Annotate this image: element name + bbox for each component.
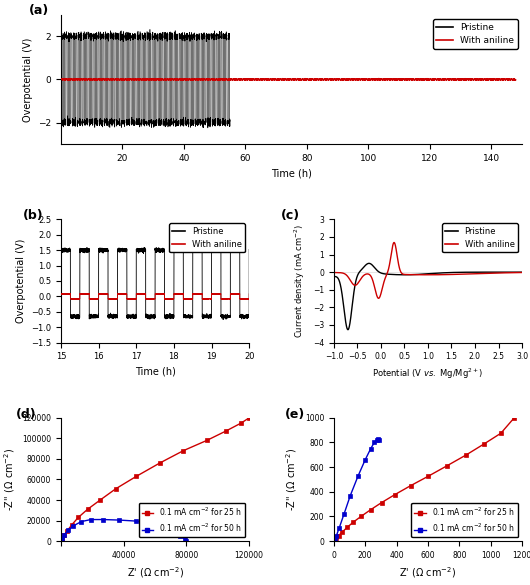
X-axis label: Z' (Ω cm$^{-2}$): Z' (Ω cm$^{-2}$): [127, 566, 183, 580]
Y-axis label: Overpotential (V): Overpotential (V): [15, 239, 25, 323]
Text: (d): (d): [16, 408, 37, 421]
X-axis label: Potential (V $vs.$ Mg/Mg$^{2+}$): Potential (V $vs.$ Mg/Mg$^{2+}$): [372, 367, 483, 381]
Text: (e): (e): [285, 408, 305, 421]
Y-axis label: Current density (mA cm$^{-2}$): Current density (mA cm$^{-2}$): [293, 224, 307, 338]
Text: (b): (b): [23, 209, 44, 222]
Legend: Pristine, With aniline: Pristine, With aniline: [433, 19, 517, 49]
X-axis label: Time (h): Time (h): [271, 168, 312, 178]
Y-axis label: Overpotential (V): Overpotential (V): [23, 37, 32, 122]
Text: (c): (c): [281, 209, 301, 222]
X-axis label: Time (h): Time (h): [135, 367, 175, 377]
Y-axis label: -Z'' (Ω cm$^{-2}$): -Z'' (Ω cm$^{-2}$): [285, 448, 299, 511]
Text: (a): (a): [29, 4, 49, 18]
Legend: 0.1 mA cm$^{-2}$ for 25 h, 0.1 mA cm$^{-2}$ for 50 h: 0.1 mA cm$^{-2}$ for 25 h, 0.1 mA cm$^{-…: [138, 503, 245, 537]
X-axis label: Z' (Ω cm$^{-2}$): Z' (Ω cm$^{-2}$): [400, 566, 456, 580]
Legend: Pristine, With aniline: Pristine, With aniline: [442, 223, 518, 252]
Legend: Pristine, With aniline: Pristine, With aniline: [169, 223, 245, 252]
Y-axis label: -Z'' (Ω cm$^{-2}$): -Z'' (Ω cm$^{-2}$): [2, 448, 16, 511]
Legend: 0.1 mA cm$^{-2}$ for 25 h, 0.1 mA cm$^{-2}$ for 50 h: 0.1 mA cm$^{-2}$ for 25 h, 0.1 mA cm$^{-…: [411, 503, 518, 537]
